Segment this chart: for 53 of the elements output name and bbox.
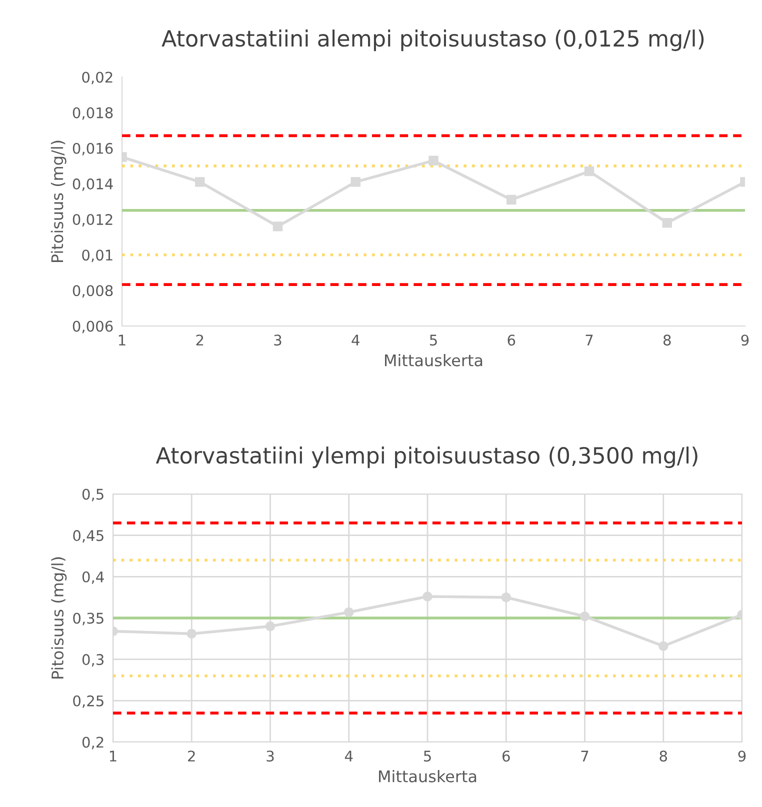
y-tick-label: 0,5 [82, 488, 104, 502]
y-tick-label: 0,3 [82, 654, 104, 667]
point [658, 641, 668, 651]
x-tick-label: 2 [196, 334, 204, 346]
x-tick-label: 1 [118, 334, 126, 346]
x-tick-label: 3 [266, 750, 274, 762]
y-axis-title: Pitoisuus (mg/l) [50, 140, 66, 262]
x-tick-label: 6 [508, 334, 516, 346]
y-tick-label: 0,016 [72, 142, 113, 156]
x-tick-label: 9 [741, 334, 749, 346]
x-axis-title: Mittauskerta [385, 354, 482, 366]
y-tick-label: 0,02 [82, 72, 112, 84]
y-tick-label: 0,008 [72, 285, 113, 298]
point [584, 166, 594, 176]
x-tick-label: 5 [430, 334, 437, 346]
point [422, 592, 432, 602]
y-axis-title: Pitoisuus (mg/l) [51, 557, 67, 678]
x-tick-label: 6 [502, 750, 510, 762]
point [186, 628, 196, 639]
point [265, 621, 276, 632]
y-tick-label: 0,2 [82, 736, 104, 750]
x-tick-label: 5 [424, 750, 431, 762]
x-tick-label: 7 [586, 334, 593, 346]
y-tick-label: 0,018 [72, 107, 113, 120]
chart-title: Atorvastatiini alempi pitoisuustaso (0,0125 mg/l) [162, 30, 704, 52]
point [350, 177, 360, 187]
x-tick-label: 4 [352, 334, 360, 346]
x-tick-label: 9 [738, 750, 746, 762]
y-tick-label: 0,012 [72, 214, 112, 227]
point [428, 156, 438, 166]
x-tick-label: 2 [188, 750, 195, 762]
x-tick-label: 4 [344, 750, 353, 762]
x-axis-title: Mittauskerta [379, 770, 476, 782]
y-tick-label: 0,25 [73, 695, 104, 708]
y-tick-label: 0,006 [72, 320, 113, 334]
x-tick-label: 7 [581, 750, 588, 762]
y-tick-label: 0,45 [73, 530, 104, 543]
y-tick-label: 0,35 [73, 612, 104, 626]
x-tick-label: 8 [663, 334, 671, 346]
chart-title: Atorvastatiini ylempi pitoisuustaso (0,3500 mg/l) [156, 446, 698, 468]
point [344, 607, 354, 618]
point [506, 194, 516, 205]
point [195, 177, 205, 187]
x-tick-label: 3 [274, 334, 282, 346]
y-tick-label: 0,01 [82, 250, 112, 262]
x-tick-label: 8 [660, 750, 668, 762]
y-tick-label: 0,4 [82, 571, 104, 584]
point [501, 592, 511, 602]
y-tick-label: 0,014 [72, 178, 113, 191]
point [580, 611, 590, 622]
point [272, 222, 283, 232]
point [662, 218, 672, 228]
x-tick-label: 1 [110, 750, 116, 762]
